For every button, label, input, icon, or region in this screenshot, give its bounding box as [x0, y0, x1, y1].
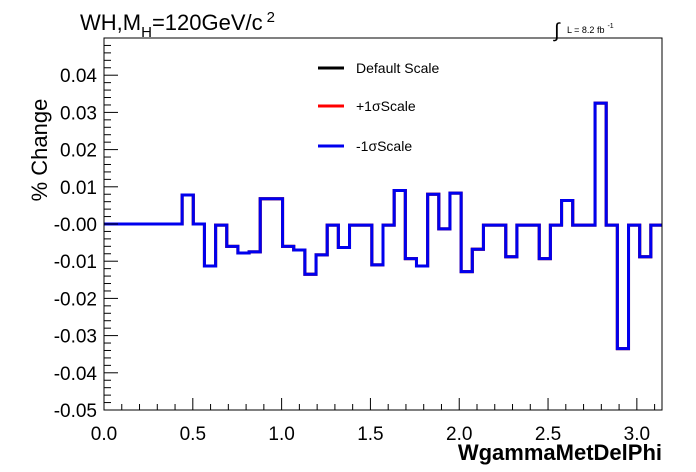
- plot-title: WH,MH=120GeV/c 2: [80, 9, 275, 41]
- y-tick-label: -0.01: [54, 252, 97, 273]
- y-tick-label: -0.04: [54, 364, 98, 385]
- y-tick-label: 0.03: [60, 103, 97, 124]
- y-tick-label: -0.02: [54, 289, 97, 310]
- series-layer: [104, 101, 662, 351]
- y-tick-label: 0.01: [60, 178, 97, 199]
- y-axis-title: % Change: [27, 99, 52, 202]
- x-tick-label: 0.5: [180, 424, 206, 445]
- y-tick-label: -0.00: [54, 215, 97, 236]
- x-tick-label: 0.0: [91, 424, 117, 445]
- y-tick-label: 0.04: [60, 66, 97, 87]
- legend-label-default-scale: Default Scale: [356, 60, 439, 76]
- plot-frame: [103, 37, 663, 411]
- legend-label-plus-1-sigma: +1σScale: [356, 98, 416, 114]
- lumi-integral-symbol: ∫: [553, 20, 561, 42]
- y-tick-label: 0.02: [60, 141, 97, 162]
- x-tick-label: 2.5: [535, 424, 561, 445]
- x-axis-title: WgammaMetDelPhi: [458, 440, 662, 465]
- legend-label-minus-1-sigma: -1σScale: [356, 138, 412, 154]
- x-tick-label: 3.0: [624, 424, 650, 445]
- legend: Default Scale +1σScale -1σScale: [318, 60, 439, 154]
- y-tick-label: -0.03: [54, 327, 97, 348]
- series-line-minus-1-sigma: [104, 101, 662, 351]
- x-tick-label: 2.0: [446, 424, 472, 445]
- x-tick-label: 1.5: [357, 424, 383, 445]
- lumi-label: L = 8.2 fb -1: [567, 23, 614, 35]
- axes-layer: -0.05 -0.04 -0.03 -0.02 -0.01 -0.00 0.01 0.02 0.…: [54, 44, 656, 445]
- x-tick-label: 1.0: [268, 424, 294, 445]
- y-tick-label: -0.05: [54, 401, 97, 422]
